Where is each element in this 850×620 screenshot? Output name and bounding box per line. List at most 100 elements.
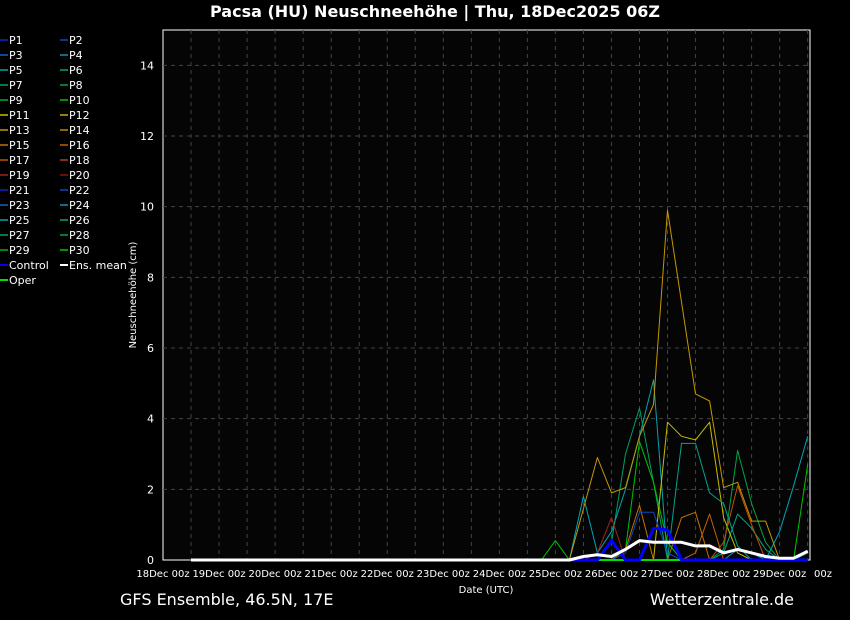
legend-item: Ens. mean [60, 259, 127, 272]
footer-model-info: GFS Ensemble, 46.5N, 17E [120, 590, 333, 609]
legend-label: P27 [9, 229, 30, 242]
plot-area [162, 29, 811, 561]
legend-label: P30 [69, 244, 90, 257]
x-tick-label: 29Dec 00z [753, 569, 806, 580]
grid [163, 30, 810, 560]
legend-item: P3 [0, 49, 23, 62]
legend-label: Oper [9, 274, 36, 287]
y-tick-label: 0 [147, 554, 154, 567]
x-axis-label: Date (UTC) [459, 585, 514, 596]
legend-item: P29 [0, 244, 30, 257]
legend-label: P9 [9, 94, 23, 107]
y-axis-label: Neuschneehöhe (cm) [128, 241, 139, 348]
legend-label: P17 [9, 154, 30, 167]
legend-item: P2 [60, 34, 83, 47]
legend-item: Control [0, 259, 49, 272]
legend-item: P23 [0, 199, 30, 212]
y-tick-label: 4 [147, 413, 154, 426]
legend-item: P9 [0, 94, 23, 107]
legend-item: Oper [0, 274, 36, 287]
legend-label: P20 [69, 169, 90, 182]
legend-item: P27 [0, 229, 30, 242]
series-lines [191, 209, 809, 562]
legend-label: P8 [69, 79, 83, 92]
x-tick-label: 22Dec 00z [361, 569, 414, 580]
x-axis: 18Dec 00z 19Dec 00z 20Dec 00z 21Dec 00z 22De… [136, 569, 832, 580]
legend-label: P4 [69, 49, 83, 62]
series-line-p13 [191, 209, 808, 561]
legend-item: P17 [0, 154, 30, 167]
x-tick-label: 23Dec 00z [417, 569, 470, 580]
legend-item: P12 [60, 109, 90, 122]
legend-label: P7 [9, 79, 23, 92]
legend-label: P2 [69, 34, 83, 47]
x-tick-label: 27Dec 00z [641, 569, 694, 580]
x-tick-label: 20Dec 00z [248, 569, 301, 580]
legend-item: P11 [0, 109, 30, 122]
legend-item: P8 [60, 79, 83, 92]
legend-item: P10 [60, 94, 90, 107]
legend-item: P4 [60, 49, 83, 62]
legend-label: Control [9, 259, 49, 272]
legend-item: P15 [0, 139, 30, 152]
x-tick-label: 26Dec 00z [585, 569, 638, 580]
x-tick-label: 28Dec 00z [697, 569, 750, 580]
legend-item: P19 [0, 169, 30, 182]
y-tick-label: 14 [140, 59, 154, 72]
legend-label: P11 [9, 109, 30, 122]
legend-label: P14 [69, 124, 90, 137]
legend-label: P25 [9, 214, 30, 227]
y-tick-label: 6 [147, 342, 154, 355]
legend-item: P20 [60, 169, 90, 182]
series-line-ens-mean [191, 539, 809, 562]
chart-title: Pacsa (HU) Neuschneehöhe | Thu, 18Dec202… [210, 2, 660, 22]
x-tick-label: 24Dec 00z [473, 569, 526, 580]
legend: P1 P2 P3 P4 P5 P6 P7 P8 P9 P10 P11 P12 P13 P14 P15 P16 P… [0, 34, 127, 287]
legend-item: P13 [0, 124, 30, 137]
legend-item: P7 [0, 79, 23, 92]
x-tick-label: 19Dec 00z [192, 569, 245, 580]
legend-label: Ens. mean [69, 259, 127, 272]
legend-label: P29 [9, 244, 30, 257]
footer-source: Wetterzentrale.de [650, 590, 794, 609]
legend-item: P6 [60, 64, 83, 77]
legend-label: P22 [69, 184, 90, 197]
legend-label: P18 [69, 154, 90, 167]
x-tick-label: 25Dec 00z [529, 569, 582, 580]
legend-item: P1 [0, 34, 23, 47]
legend-item: P5 [0, 64, 23, 77]
y-tick-label: 8 [147, 271, 154, 284]
x-tick-label-partial: 00z [814, 569, 832, 580]
legend-label: P5 [9, 64, 23, 77]
legend-label: P26 [69, 214, 90, 227]
legend-item: P22 [60, 184, 90, 197]
x-tick-label: 21Dec 00z [305, 569, 358, 580]
legend-label: P24 [69, 199, 90, 212]
legend-label: P19 [9, 169, 30, 182]
legend-item: P24 [60, 199, 90, 212]
legend-label: P23 [9, 199, 30, 212]
legend-label: P15 [9, 139, 30, 152]
legend-item: P25 [0, 214, 30, 227]
y-axis: 0 2 4 6 8 10 12 14 [140, 59, 154, 567]
x-tick-label: 18Dec 00z [136, 569, 189, 580]
legend-label: P10 [69, 94, 90, 107]
legend-item: P30 [60, 244, 90, 257]
y-tick-label: 10 [140, 201, 154, 214]
legend-label: P1 [9, 34, 23, 47]
y-tick-label: 12 [140, 130, 154, 143]
legend-label: P3 [9, 49, 23, 62]
legend-item: P21 [0, 184, 30, 197]
legend-item: P26 [60, 214, 90, 227]
legend-label: P12 [69, 109, 90, 122]
legend-item: P28 [60, 229, 90, 242]
legend-item: P16 [60, 139, 90, 152]
legend-label: P21 [9, 184, 30, 197]
legend-label: P6 [69, 64, 83, 77]
y-tick-label: 2 [147, 483, 154, 496]
legend-item: P14 [60, 124, 90, 137]
legend-label: P28 [69, 229, 90, 242]
legend-item: P18 [60, 154, 90, 167]
legend-label: P13 [9, 124, 30, 137]
